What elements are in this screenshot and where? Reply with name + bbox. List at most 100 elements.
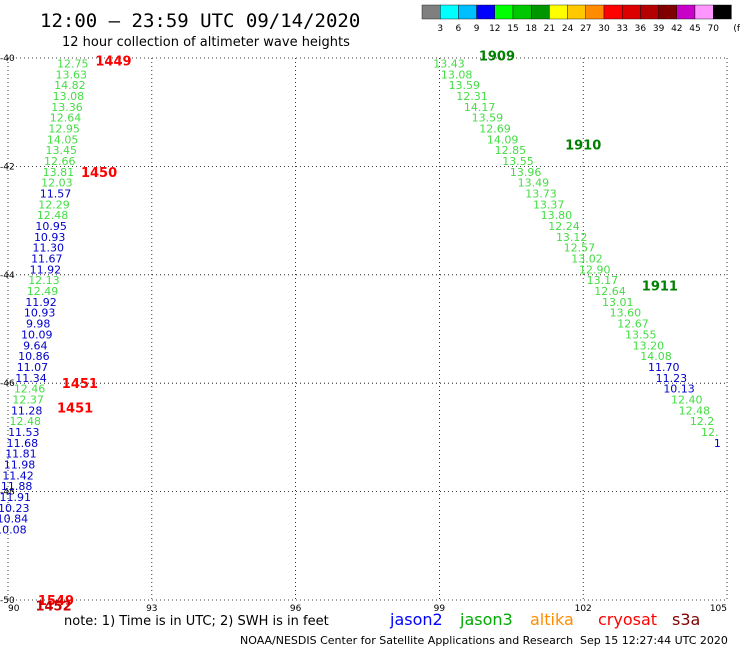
wave-height-value: 12.90 [579, 263, 611, 276]
wave-height-value: 13.37 [533, 198, 565, 211]
wave-height-value: 11.92 [25, 296, 57, 309]
wave-height-value: 12.57 [564, 242, 596, 255]
wave-height-value: 13.81 [43, 166, 75, 179]
wave-height-value: 12.37 [12, 393, 44, 406]
wave-height-value: 12.48 [679, 404, 711, 417]
wave-height-value: 10.08 [0, 524, 27, 537]
colorbar-unit: (ft) [733, 24, 740, 34]
colorbar-tick: 33 [616, 24, 627, 34]
wave-height-value: 13.96 [510, 166, 542, 179]
wave-height-value: 11.57 [40, 188, 72, 201]
pass-time-label: 1451 [57, 402, 93, 417]
wave-height-value: 12.75 [57, 57, 89, 70]
wave-height-value: 12.48 [10, 415, 42, 428]
wave-height-value: 11.92 [30, 263, 62, 276]
wave-height-value: 12. [701, 426, 719, 439]
wave-height-value: 13.08 [53, 90, 85, 103]
colorbar-swatch [440, 4, 459, 20]
colorbar-swatch [458, 4, 477, 20]
wave-height-value: 13.49 [518, 177, 550, 190]
wave-height-value: 12.67 [617, 318, 649, 331]
wave-height-value: 11.28 [11, 404, 43, 417]
colorbar-tick: 70 [707, 24, 719, 34]
wave-height-value: 13.59 [449, 79, 481, 92]
wave-height-value: 9.98 [26, 318, 51, 331]
wave-height-value: 11.07 [17, 361, 49, 374]
wave-height-value: 13.17 [587, 274, 619, 287]
colorbar-swatch [603, 4, 623, 20]
colorbar-swatch [531, 4, 550, 20]
x-tick-label: 102 [575, 604, 592, 614]
wave-height-value: 12.31 [456, 90, 488, 103]
wave-height-value: 11.81 [5, 448, 37, 461]
colorbar-swatch [567, 4, 586, 20]
wave-height-value: 12.46 [14, 383, 46, 396]
colorbar-tick: 9 [474, 24, 480, 34]
wave-height-value: 12.24 [548, 220, 580, 233]
colorbar-tick: 3 [437, 24, 443, 34]
axes: 90 93 96 99 102 105 -40 -42 -44 -46 -48 -50 [0, 54, 727, 614]
colorbar-swatch [494, 4, 514, 20]
wave-height-value: 12.13 [28, 274, 60, 287]
wave-height-value: 12.49 [27, 285, 59, 298]
pass-time-label: 1450 [81, 166, 117, 181]
data-points: 12.7513.6314.8213.0813.3612.6412.9514.05… [0, 57, 721, 536]
wave-height-value: 11.34 [15, 372, 47, 385]
footer-note: note: 1) Time is in UTC; 2) SWH is in fe… [64, 614, 329, 629]
colorbar-tick: 27 [580, 24, 591, 34]
pass-time-label: 1910 [565, 139, 601, 154]
colorbar-swatch [585, 4, 605, 20]
colorbar-swatch [421, 4, 441, 20]
wave-height-value: 14.08 [640, 350, 672, 363]
wave-height-value: 13.01 [602, 296, 634, 309]
wave-height-value: 12.69 [479, 122, 511, 135]
colorbar-swatch [658, 4, 677, 20]
colorbar-swatch [694, 4, 714, 20]
wave-height-value: 13.08 [441, 68, 473, 81]
colorbar-swatch [640, 4, 659, 20]
colorbar-tick: 21 [544, 24, 555, 34]
y-tick-label: -40 [0, 54, 15, 64]
wave-height-value: 13.12 [556, 231, 588, 244]
y-tick-label: -42 [0, 162, 15, 172]
wave-height-value: 11.67 [31, 253, 63, 266]
satellite-legend: jason2 jason3 altika cryosat s3a [389, 610, 700, 629]
colorbar-tick: 24 [562, 24, 574, 34]
wave-height-value: 11.70 [648, 361, 680, 374]
wave-height-value: 13.02 [571, 253, 603, 266]
wave-height-value: 11.53 [8, 426, 40, 439]
x-tick-label: 90 [8, 604, 20, 614]
colorbar-tick: 12 [489, 24, 500, 34]
wave-height-value: 12.03 [41, 177, 73, 190]
pass-time-label: 1909 [479, 49, 515, 64]
pass-time-label: 1452 [35, 599, 71, 614]
wave-height-value: 14.82 [54, 79, 86, 92]
wave-height-value: 10.13 [663, 383, 695, 396]
colorbar-swatch [713, 4, 732, 20]
wave-height-value: 12.85 [495, 144, 527, 157]
pass-time-label: 1911 [642, 280, 678, 295]
wave-height-value: 13.59 [472, 112, 504, 125]
wave-height-value: 14.05 [47, 133, 79, 146]
y-tick-label: -46 [0, 379, 15, 389]
wave-height-value: 13.73 [525, 188, 557, 201]
wave-height-value: 12.2 [690, 415, 715, 428]
satellite-jason3: jason3 [459, 610, 513, 629]
wave-height-value: 10.23 [0, 502, 30, 515]
wave-height-value: 13.45 [45, 144, 77, 157]
wave-height-value: 11.30 [33, 242, 65, 255]
x-tick-label: 96 [290, 604, 302, 614]
colorbar-tick: 36 [635, 24, 647, 34]
wave-height-value: 13.20 [633, 339, 665, 352]
wave-height-value: 13.55 [625, 328, 657, 341]
wave-height-value: 14.09 [487, 133, 519, 146]
chart-title: 12:00 – 23:59 UTC 09/14/2020 [40, 10, 360, 32]
wave-height-value: 13.80 [541, 209, 573, 222]
colorbar-tick: 18 [525, 24, 537, 34]
colorbar-swatch [476, 4, 496, 20]
colorbar-swatch [512, 4, 532, 20]
wave-height-value: 11.98 [4, 459, 36, 472]
wave-height-value: 12.64 [594, 285, 626, 298]
colorbar-tick: 42 [671, 24, 682, 34]
